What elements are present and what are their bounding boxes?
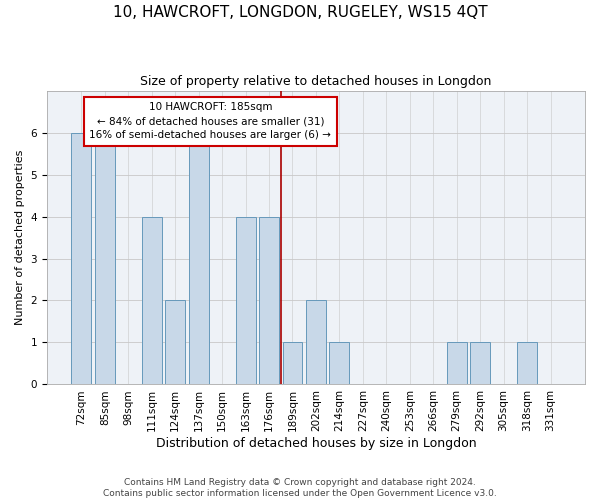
Bar xyxy=(142,216,161,384)
Bar xyxy=(188,132,209,384)
Bar xyxy=(95,132,115,384)
Bar xyxy=(71,132,91,384)
Bar xyxy=(470,342,490,384)
Title: Size of property relative to detached houses in Longdon: Size of property relative to detached ho… xyxy=(140,75,491,88)
Text: 10, HAWCROFT, LONGDON, RUGELEY, WS15 4QT: 10, HAWCROFT, LONGDON, RUGELEY, WS15 4QT xyxy=(113,5,487,20)
Bar xyxy=(236,216,256,384)
Text: Contains HM Land Registry data © Crown copyright and database right 2024.
Contai: Contains HM Land Registry data © Crown c… xyxy=(103,478,497,498)
Bar xyxy=(447,342,467,384)
Y-axis label: Number of detached properties: Number of detached properties xyxy=(15,150,25,325)
X-axis label: Distribution of detached houses by size in Longdon: Distribution of detached houses by size … xyxy=(155,437,476,450)
Bar xyxy=(283,342,302,384)
Bar xyxy=(329,342,349,384)
Text: 10 HAWCROFT: 185sqm
← 84% of detached houses are smaller (31)
16% of semi-detach: 10 HAWCROFT: 185sqm ← 84% of detached ho… xyxy=(89,102,331,141)
Bar xyxy=(306,300,326,384)
Bar xyxy=(517,342,537,384)
Bar xyxy=(259,216,279,384)
Bar xyxy=(165,300,185,384)
